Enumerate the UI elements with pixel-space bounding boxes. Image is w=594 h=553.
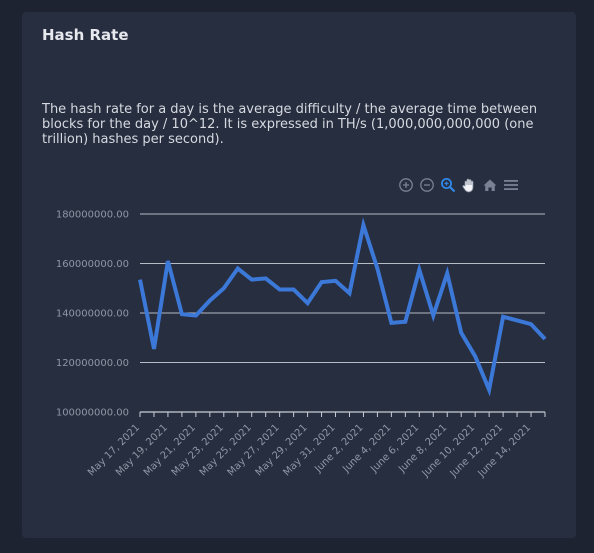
hash-rate-card: Hash Rate The hash rate for a day is the… bbox=[22, 12, 576, 538]
chart-toolbar bbox=[398, 175, 519, 195]
zoom-in-icon[interactable] bbox=[398, 177, 414, 193]
series-line bbox=[138, 217, 547, 397]
x-tick-label: June 8, 2021 bbox=[396, 422, 449, 475]
pan-hand-icon[interactable] bbox=[461, 177, 477, 193]
card-title: Hash Rate bbox=[42, 26, 129, 44]
menu-icon[interactable] bbox=[503, 177, 519, 193]
chart-description: The hash rate for a day is the average d… bbox=[42, 102, 538, 147]
y-tick-label: 120000000.00 bbox=[56, 358, 129, 369]
x-tick-label: June 2, 2021 bbox=[312, 422, 365, 475]
y-tick-label: 160000000.00 bbox=[56, 259, 129, 270]
y-tick-label: 140000000.00 bbox=[56, 309, 129, 320]
reset-home-icon[interactable] bbox=[482, 177, 498, 193]
y-tick-label: 180000000.00 bbox=[56, 210, 129, 221]
x-tick-label: June 4, 2021 bbox=[340, 422, 393, 475]
zoom-out-icon[interactable] bbox=[419, 177, 435, 193]
x-tick-label: June 6, 2021 bbox=[368, 422, 421, 475]
y-tick-label: 100000000.00 bbox=[56, 408, 129, 419]
selection-zoom-icon[interactable] bbox=[440, 177, 456, 193]
